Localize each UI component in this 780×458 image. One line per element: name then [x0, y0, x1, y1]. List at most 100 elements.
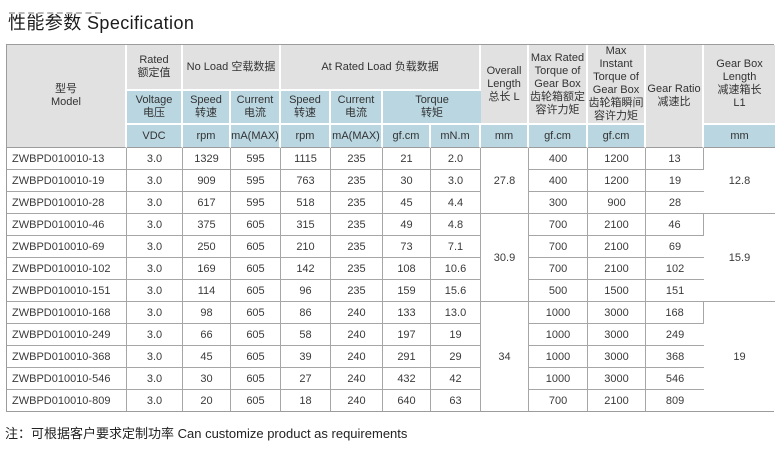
data-cell: 809	[646, 390, 705, 411]
data-cell: 45	[383, 192, 431, 214]
model-cell: ZWBPD010010-102	[7, 258, 127, 280]
data-cell: 909	[183, 170, 231, 192]
model-cell: ZWBPD010010-168	[7, 302, 127, 324]
data-cell: 169	[183, 258, 231, 280]
data-cell: 18	[281, 390, 331, 411]
overall-length-merged-cell: 27.8	[481, 148, 530, 214]
data-cell: 1000	[529, 368, 589, 390]
data-cell: 3.0	[127, 346, 183, 368]
data-cell: 30	[183, 368, 231, 390]
data-cell: 605	[231, 280, 281, 302]
data-cell: 2100	[588, 214, 647, 236]
header-rated-current: Current 电流	[331, 91, 383, 125]
unit-torque-gfcm: gf.cm	[383, 125, 431, 148]
data-cell: 2100	[588, 236, 647, 258]
data-cell: 7.1	[431, 236, 482, 258]
data-cell: 114	[183, 280, 231, 302]
data-cell: 66	[183, 324, 231, 346]
data-cell: 605	[231, 390, 281, 411]
header-no-load-current: Current 电流	[231, 91, 281, 125]
data-cell: 3.0	[127, 258, 183, 280]
data-cell: 159	[383, 280, 431, 302]
model-cell: ZWBPD010010-69	[7, 236, 127, 258]
data-cell: 368	[646, 346, 705, 368]
data-cell: 235	[331, 214, 383, 236]
data-cell: 39	[281, 346, 331, 368]
data-cell: 3.0	[127, 368, 183, 390]
data-cell: 700	[529, 258, 589, 280]
data-cell: 235	[331, 170, 383, 192]
data-cell: 3.0	[127, 214, 183, 236]
table-row: ZWBPD010010-102 3.0 169 605 142 235 108 10.6 700…	[7, 258, 775, 280]
data-cell: 240	[331, 324, 383, 346]
data-cell: 400	[529, 148, 589, 170]
model-cell: ZWBPD010010-28	[7, 192, 127, 214]
data-cell: 617	[183, 192, 231, 214]
data-cell: 3.0	[127, 170, 183, 192]
data-cell: 1000	[529, 346, 589, 368]
data-cell: 595	[231, 192, 281, 214]
data-cell: 3.0	[127, 324, 183, 346]
data-cell: 240	[331, 302, 383, 324]
data-cell: 3000	[588, 368, 647, 390]
unit-rated-rpm: rpm	[281, 125, 331, 148]
unit-no-load-rpm: rpm	[183, 125, 231, 148]
data-cell: 3.0	[127, 302, 183, 324]
data-cell: 1000	[529, 302, 589, 324]
header-rated: Rated 额定值	[127, 45, 183, 91]
data-cell: 58	[281, 324, 331, 346]
data-cell: 19	[646, 170, 705, 192]
model-cell: ZWBPD010010-809	[7, 390, 127, 411]
table-row: ZWBPD010010-546 3.0 30 605 27 240 432 42 1000 300…	[7, 368, 775, 390]
data-cell: 13.0	[431, 302, 482, 324]
data-cell: 197	[383, 324, 431, 346]
data-cell: 27	[281, 368, 331, 390]
data-cell: 133	[383, 302, 431, 324]
data-cell: 3.0	[127, 192, 183, 214]
data-cell: 700	[529, 214, 589, 236]
spec-table-wrapper: 型号 Model Rated 额定值 No Load 空载数据 At Rated…	[6, 44, 776, 412]
header-rated-speed: Speed 转速	[281, 91, 331, 125]
data-cell: 240	[331, 368, 383, 390]
data-cell: 240	[331, 390, 383, 411]
data-cell: 102	[646, 258, 705, 280]
data-cell: 1200	[588, 148, 647, 170]
data-cell: 400	[529, 170, 589, 192]
table-row: ZWBPD010010-46 3.0 375 605 315 235 49 4.8 30.9 70…	[7, 214, 776, 302]
data-cell: 300	[529, 192, 589, 214]
data-cell: 595	[231, 148, 281, 170]
data-cell: 19	[431, 324, 482, 346]
data-cell: 605	[231, 302, 281, 324]
header-no-load: No Load 空载数据	[183, 45, 281, 91]
data-cell: 315	[281, 214, 331, 236]
data-cell: 49	[383, 214, 431, 236]
data-cell: 605	[231, 346, 281, 368]
table-row: ZWBPD010010-69 3.0 250 605 210 235 73 7.1 700 210…	[7, 236, 775, 258]
data-cell: 3.0	[127, 236, 183, 258]
data-cell: 3.0	[431, 170, 482, 192]
data-cell: 235	[331, 280, 383, 302]
unit-max-rated-gfcm: gf.cm	[529, 125, 589, 148]
spec-table-header: 型号 Model Rated 额定值 No Load 空载数据 At Rated…	[7, 45, 776, 148]
data-cell: 98	[183, 302, 231, 324]
gear-box-length-merged-cell: 12.8	[704, 148, 776, 214]
decorative-dashes	[9, 12, 101, 14]
gear-box-length-merged-cell: 19	[704, 302, 776, 411]
table-row: ZWBPD010010-13 3.0 1329 595 1115 235 21 2.0 27.8…	[7, 148, 776, 214]
data-cell: 235	[331, 258, 383, 280]
model-cell: ZWBPD010010-546	[7, 368, 127, 390]
data-cell: 546	[646, 368, 705, 390]
unit-gear-box-length-mm: mm	[704, 125, 776, 148]
data-cell: 605	[231, 214, 281, 236]
data-cell: 15.6	[431, 280, 482, 302]
data-cell: 605	[231, 236, 281, 258]
data-cell: 3.0	[127, 390, 183, 411]
data-cell: 30	[383, 170, 431, 192]
data-cell: 108	[383, 258, 431, 280]
model-cell: ZWBPD010010-368	[7, 346, 127, 368]
unit-no-load-ma: mA(MAX)	[231, 125, 281, 148]
table-row: ZWBPD010010-28 3.0 617 595 518 235 45 4.4 300 900…	[7, 192, 775, 214]
data-cell: 595	[231, 170, 281, 192]
data-cell: 42	[431, 368, 482, 390]
model-cell: ZWBPD010010-249	[7, 324, 127, 346]
